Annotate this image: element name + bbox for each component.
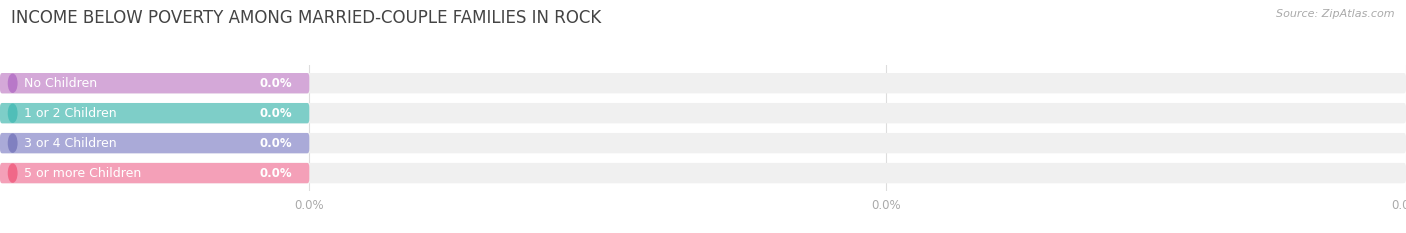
Text: No Children: No Children [24,77,97,90]
Text: 1 or 2 Children: 1 or 2 Children [24,107,117,120]
Circle shape [8,164,17,182]
FancyBboxPatch shape [0,103,309,123]
FancyBboxPatch shape [0,133,1406,153]
Text: 0.0%: 0.0% [260,77,292,90]
FancyBboxPatch shape [0,133,309,153]
Circle shape [8,104,17,122]
Text: 3 or 4 Children: 3 or 4 Children [24,137,117,150]
Text: 0.0%: 0.0% [260,137,292,150]
Circle shape [8,134,17,152]
Text: INCOME BELOW POVERTY AMONG MARRIED-COUPLE FAMILIES IN ROCK: INCOME BELOW POVERTY AMONG MARRIED-COUPL… [11,9,602,27]
FancyBboxPatch shape [0,163,309,183]
FancyBboxPatch shape [0,73,309,93]
FancyBboxPatch shape [0,73,1406,93]
FancyBboxPatch shape [0,163,1406,183]
Text: 0.0%: 0.0% [260,167,292,180]
Text: 0.0%: 0.0% [260,107,292,120]
Text: Source: ZipAtlas.com: Source: ZipAtlas.com [1277,9,1395,19]
Text: 5 or more Children: 5 or more Children [24,167,141,180]
Circle shape [8,74,17,92]
FancyBboxPatch shape [0,103,1406,123]
